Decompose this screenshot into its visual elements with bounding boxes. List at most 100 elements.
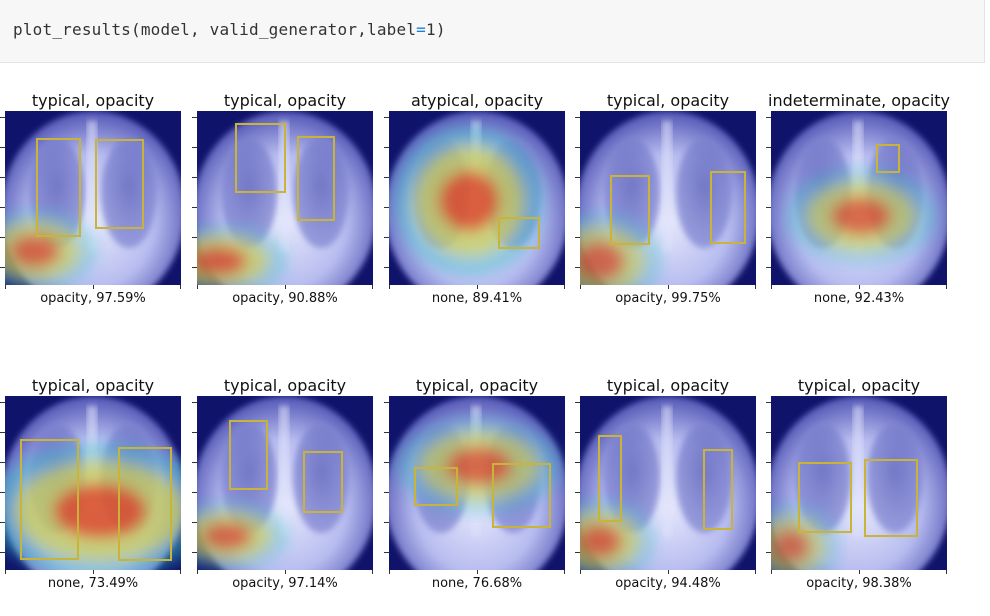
y-axis-ticks <box>766 111 771 285</box>
panel-title: indeterminate, opacity <box>768 91 950 110</box>
code-func: plot_results <box>13 20 131 39</box>
y-tick <box>766 117 771 118</box>
y-tick <box>192 177 197 178</box>
y-tick <box>575 492 580 493</box>
y-tick <box>575 267 580 268</box>
bounding-box <box>297 136 335 221</box>
prediction-label: opacity, 99.75% <box>615 291 721 306</box>
x-tick <box>755 570 756 574</box>
prediction-label: none, 73.49% <box>47 576 139 591</box>
y-tick <box>384 207 389 208</box>
x-tick <box>197 570 198 574</box>
y-tick <box>0 432 5 433</box>
x-tick <box>946 285 947 289</box>
prediction-label: none, 92.43% <box>813 291 905 306</box>
y-tick <box>384 462 389 463</box>
y-tick <box>0 402 5 403</box>
y-tick <box>575 207 580 208</box>
y-tick <box>0 207 5 208</box>
bounding-box <box>20 439 79 560</box>
y-tick <box>384 117 389 118</box>
xray-heatmap-image <box>389 396 565 570</box>
bounding-box <box>95 139 144 229</box>
x-tick <box>389 570 390 574</box>
y-axis-ticks <box>192 396 197 570</box>
x-tick <box>93 285 94 289</box>
x-tick <box>372 285 373 289</box>
panel-title: atypical, opacity <box>410 91 544 110</box>
xray-heatmap-image <box>580 396 756 570</box>
bounding-box <box>303 451 343 513</box>
y-tick <box>192 237 197 238</box>
y-tick <box>0 117 5 118</box>
xray-heatmap-image <box>197 111 373 285</box>
y-tick <box>766 492 771 493</box>
y-tick <box>384 402 389 403</box>
panel-title: typical, opacity <box>606 91 730 110</box>
code-close: ) <box>435 20 446 39</box>
code-args: model, valid_generator,label <box>140 20 417 39</box>
prediction-label: opacity, 97.14% <box>232 576 338 591</box>
x-tick <box>668 285 669 289</box>
y-tick <box>575 402 580 403</box>
code-cell[interactable]: plot_results(model, valid_generator,labe… <box>0 0 985 63</box>
y-tick <box>766 432 771 433</box>
y-tick <box>0 552 5 553</box>
bounding-box <box>798 462 852 533</box>
bounding-box <box>118 447 172 561</box>
y-tick <box>192 522 197 523</box>
y-tick <box>384 237 389 238</box>
x-tick <box>564 570 565 574</box>
x-tick <box>477 285 478 289</box>
y-tick <box>575 117 580 118</box>
x-tick <box>180 570 181 574</box>
bounding-box <box>710 171 746 244</box>
y-tick <box>192 432 197 433</box>
xray-heatmap-image <box>771 111 947 285</box>
y-tick <box>0 462 5 463</box>
y-tick <box>192 117 197 118</box>
x-tick <box>477 570 478 574</box>
panel-title: typical, opacity <box>797 376 921 395</box>
x-tick <box>197 285 198 289</box>
x-tick <box>285 570 286 574</box>
y-tick <box>192 552 197 553</box>
y-tick <box>575 432 580 433</box>
xray-heatmap-image <box>580 111 756 285</box>
y-axis-ticks <box>192 111 197 285</box>
bounding-box <box>229 420 268 490</box>
panel-title: typical, opacity <box>415 376 539 395</box>
bounding-box <box>598 435 622 522</box>
code-operator: = <box>416 20 427 39</box>
y-tick <box>0 147 5 148</box>
y-tick <box>384 432 389 433</box>
x-tick <box>859 570 860 574</box>
bounding-box <box>610 175 650 245</box>
prediction-label: none, 76.68% <box>431 576 523 591</box>
panel-title: typical, opacity <box>31 376 155 395</box>
code-line[interactable]: plot_results(model, valid_generator,labe… <box>13 20 446 39</box>
prediction-label: opacity, 94.48% <box>615 576 721 591</box>
x-tick <box>285 285 286 289</box>
y-tick <box>192 462 197 463</box>
bounding-box <box>876 144 900 173</box>
bounding-box <box>703 449 733 530</box>
y-tick <box>575 552 580 553</box>
y-tick <box>766 402 771 403</box>
x-tick <box>5 285 6 289</box>
y-tick <box>575 522 580 523</box>
y-tick <box>575 177 580 178</box>
x-tick <box>180 285 181 289</box>
bounding-box <box>36 138 81 237</box>
y-tick <box>384 267 389 268</box>
y-axis-ticks <box>766 396 771 570</box>
y-axis-ticks <box>575 396 580 570</box>
bounding-box <box>235 123 286 193</box>
panel-title: typical, opacity <box>31 91 155 110</box>
x-tick <box>771 570 772 574</box>
bounding-box <box>498 217 540 249</box>
x-tick <box>771 285 772 289</box>
y-tick <box>384 552 389 553</box>
x-tick <box>5 570 6 574</box>
y-tick <box>192 267 197 268</box>
